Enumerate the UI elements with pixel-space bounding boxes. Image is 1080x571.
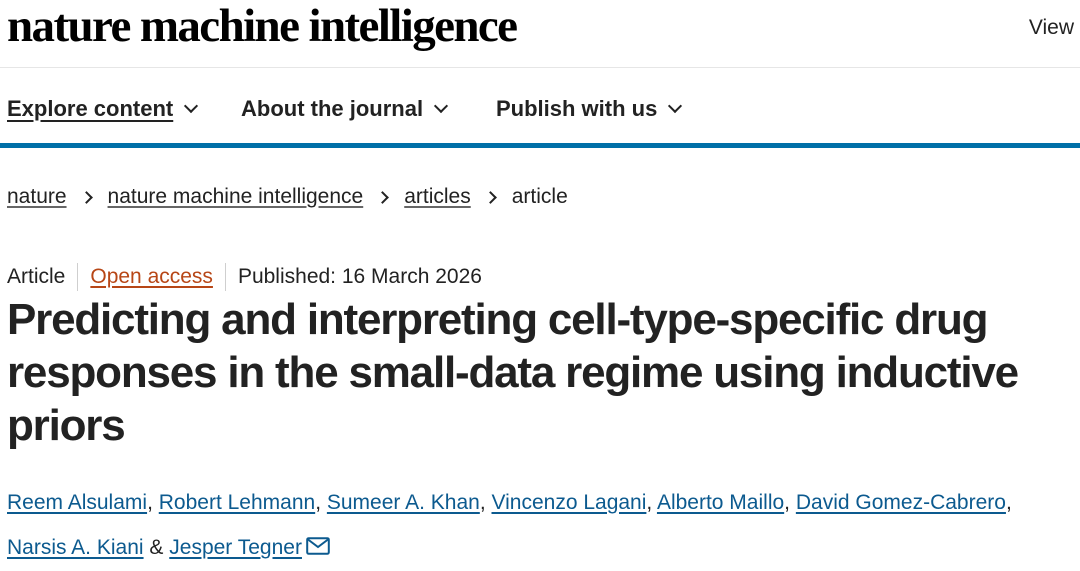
author-link[interactable]: Reem Alsulami [7,491,148,514]
meta-divider [77,263,79,291]
nav-publish-with-us[interactable]: Publish with us [496,95,683,123]
breadcrumb-articles[interactable]: articles [404,185,471,208]
breadcrumb: nature nature machine intelligence artic… [7,183,568,211]
article-meta: Article Open access Published: 16 March … [7,263,482,291]
meta-divider [224,263,226,291]
author-list: Reem Alsulami, Robert Lehmann, Sumeer A.… [7,480,1080,571]
view-journals-link[interactable]: View [1028,16,1074,39]
author-link[interactable]: Narsis A. Kiani [7,536,144,559]
author-separator: , [1005,491,1012,514]
author-separator: , [315,491,322,514]
author-separator: , [479,491,486,514]
author-separator: , [646,491,653,514]
open-access-link[interactable]: Open access [90,265,213,288]
nav-about-journal[interactable]: About the journal [241,95,449,123]
site-header: nature machine intelligence View [0,0,1080,68]
author-link[interactable]: David Gomez-Cabrero [795,491,1006,514]
nav-explore-content-label: Explore content [7,96,174,121]
breadcrumb-nature[interactable]: nature [7,185,67,208]
mail-icon[interactable] [306,526,330,571]
chevron-right-icon [483,190,497,204]
chevron-down-icon [668,98,683,114]
breadcrumb-journal[interactable]: nature machine intelligence [107,185,364,208]
author-ampersand: & [149,536,164,559]
author-link[interactable]: Alberto Maillo [656,491,785,514]
breadcrumb-current: article [511,185,568,208]
nav-about-journal-label: About the journal [241,96,424,121]
chevron-right-icon [376,190,390,204]
author-link[interactable]: Jesper Tegner [169,536,302,559]
journal-logo[interactable]: nature machine intelligence [7,0,518,52]
article-type: Article [7,265,66,288]
chevron-right-icon [79,190,93,204]
chevron-down-icon [184,98,199,114]
author-link[interactable]: Vincenzo Lagani [491,491,647,514]
nav-explore-content[interactable]: Explore content [7,95,199,123]
author-separator: , [147,491,153,514]
author-link[interactable]: Sumeer A. Khan [326,491,480,514]
author-separator: , [784,491,791,514]
nav-publish-with-us-label: Publish with us [496,96,658,121]
author-link[interactable]: Robert Lehmann [158,491,316,514]
published-date: Published: 16 March 2026 [237,265,482,288]
article-title: Predicting and interpreting cell-type-sp… [7,295,1019,450]
main-navigation: Explore content About the journal Publis… [0,68,1080,148]
chevron-down-icon [434,98,449,114]
